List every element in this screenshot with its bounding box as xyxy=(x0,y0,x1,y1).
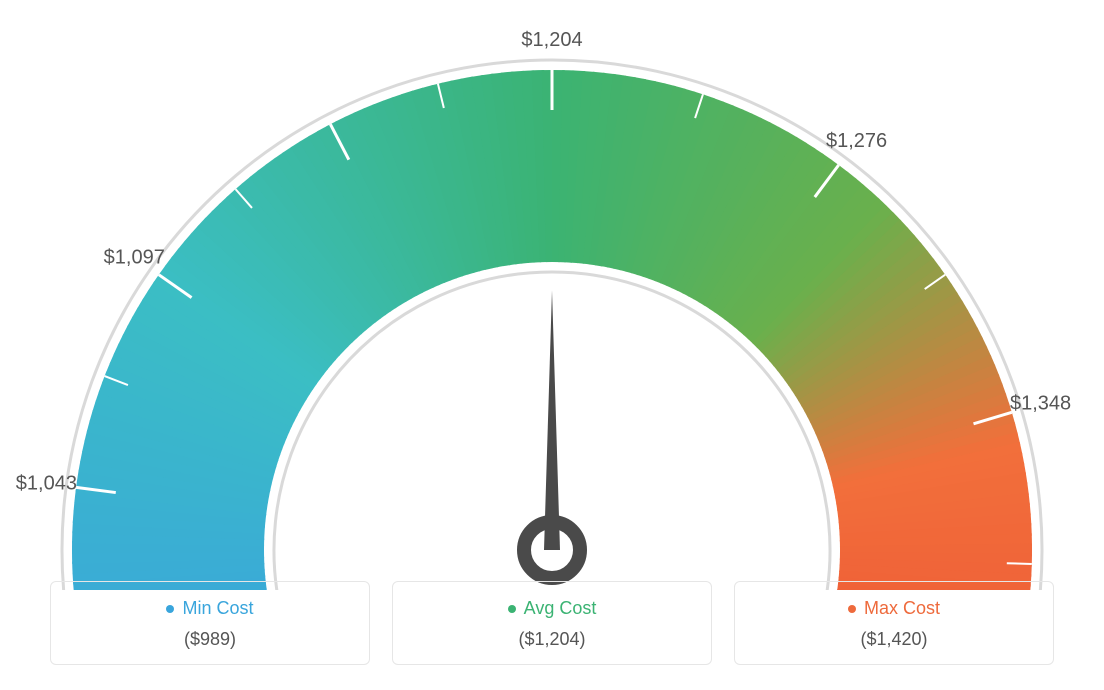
legend-value-min: ($989) xyxy=(61,629,359,650)
gauge-tick-label: $1,276 xyxy=(826,130,887,152)
gauge-needle xyxy=(544,290,560,550)
legend-label-max: Max Cost xyxy=(864,598,940,619)
legend-label-min: Min Cost xyxy=(182,598,253,619)
dot-avg xyxy=(508,605,516,613)
gauge-tick-label: $1,348 xyxy=(1010,393,1071,415)
gauge-svg: $989$1,043$1,097$1,204$1,276$1,348$1,420 xyxy=(0,10,1104,590)
gauge-tick-label: $1,043 xyxy=(16,472,77,494)
gauge-chart: $989$1,043$1,097$1,204$1,276$1,348$1,420 xyxy=(0,0,1104,590)
legend-value-avg: ($1,204) xyxy=(403,629,701,650)
gauge-tick-label: $1,204 xyxy=(521,29,582,51)
legend-card-avg: Avg Cost ($1,204) xyxy=(392,581,712,665)
dot-min xyxy=(166,605,174,613)
legend-value-max: ($1,420) xyxy=(745,629,1043,650)
dot-max xyxy=(848,605,856,613)
gauge-tick-label: $1,097 xyxy=(104,246,165,268)
legend-label-avg: Avg Cost xyxy=(524,598,597,619)
legend-card-min: Min Cost ($989) xyxy=(50,581,370,665)
legend-card-max: Max Cost ($1,420) xyxy=(734,581,1054,665)
legend-row: Min Cost ($989) Avg Cost ($1,204) Max Co… xyxy=(0,581,1104,665)
